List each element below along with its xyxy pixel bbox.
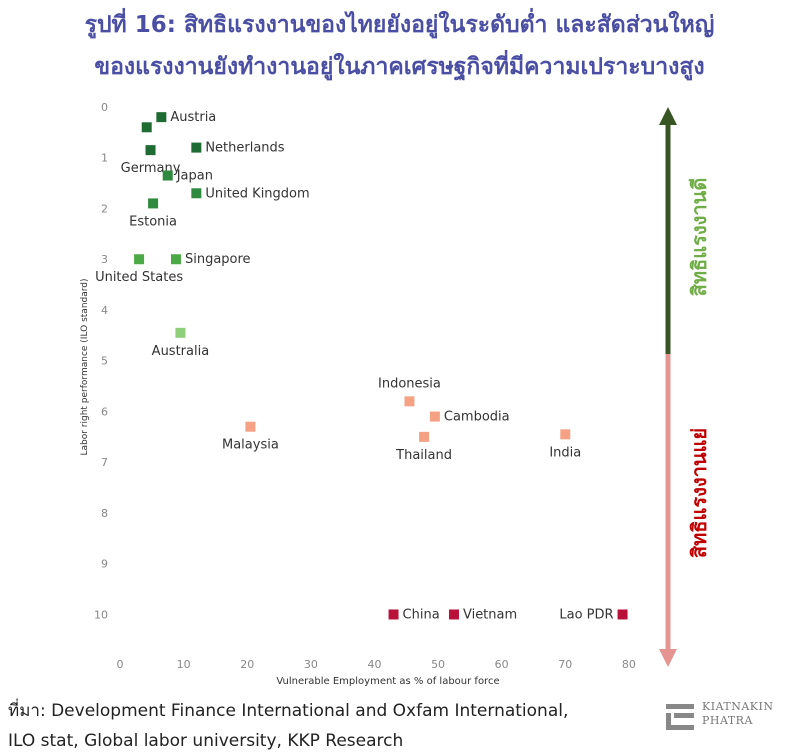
- x-tick-label: 60: [495, 658, 509, 671]
- logo-line-1: KIATNAKIN: [702, 700, 774, 713]
- data-point-label: China: [403, 607, 440, 622]
- data-point: [191, 142, 202, 153]
- bad-arrow-head: [659, 649, 677, 667]
- data-point: [191, 188, 202, 199]
- y-tick-label: 2: [101, 202, 108, 215]
- data-point-label: Vietnam: [463, 607, 517, 622]
- logo-wordmark: KIATNAKIN PHATRA: [702, 700, 774, 728]
- data-point-label: Lao PDR: [559, 607, 613, 622]
- good-side-label: สิทธิแรงงานดี: [687, 178, 711, 297]
- y-tick-label: 7: [101, 456, 108, 469]
- data-point: [175, 327, 186, 338]
- data-point: [419, 431, 430, 442]
- bad-side-label: สิทธิแรงงานแย่: [687, 428, 711, 558]
- logo-icon: [666, 704, 694, 730]
- data-point: [162, 170, 173, 181]
- data-point: [156, 112, 167, 123]
- chart-title-line-1: รูปที่ 16: สิทธิแรงงานของไทยยังอยู่ในระด…: [84, 12, 715, 38]
- y-tick-label: 8: [101, 507, 108, 520]
- x-tick-label: 20: [240, 658, 254, 671]
- data-point: [429, 411, 440, 422]
- data-point: [134, 254, 145, 265]
- data-point-label: Cambodia: [444, 410, 510, 425]
- data-point-label: Netherlands: [205, 141, 284, 156]
- x-tick-label: 10: [177, 658, 191, 671]
- y-tick-label: 5: [101, 355, 108, 368]
- source-line-2: ILO stat, Global labor university, KKP R…: [8, 731, 404, 751]
- x-tick-label: 80: [622, 658, 636, 671]
- source-line-1: ที่มา: Development Finance International…: [8, 701, 569, 721]
- data-point-label: India: [549, 445, 581, 460]
- data-point-label: Malaysia: [222, 438, 279, 453]
- logo-line-2: PHATRA: [702, 714, 753, 727]
- y-axis-label: Labor right performance (ILO standard): [80, 278, 90, 455]
- data-point: [560, 429, 571, 440]
- data-point: [245, 421, 256, 432]
- data-point: [141, 122, 152, 133]
- data-point-label: Australia: [152, 344, 210, 359]
- chart-title-line-2: ของแรงงานยังทำงานอยู่ในภาคเศรษฐกิจที่มีค…: [94, 54, 705, 80]
- plot-area: 0 10 20 30 40 50 60 70 80012345678910AustriaGerm…: [94, 101, 636, 671]
- data-point-label: Estonia: [129, 214, 177, 229]
- x-tick-label: 40: [367, 658, 381, 671]
- kkp-logo: KIATNAKIN PHATRA: [662, 698, 792, 738]
- x-tick-label: 50: [431, 658, 445, 671]
- data-point-label: United States: [95, 270, 183, 285]
- y-tick-label: 6: [101, 405, 108, 418]
- data-point: [448, 609, 459, 620]
- data-point: [145, 145, 156, 156]
- y-tick-label: 9: [101, 558, 108, 571]
- y-tick-label: 3: [101, 253, 108, 266]
- scatter-chart: 0 10 20 30 40 50 60 70 80012345678910AustriaGerm…: [80, 101, 711, 687]
- x-tick-label: 0: [117, 658, 124, 671]
- data-point-label: Austria: [170, 110, 216, 125]
- data-point-label: Thailand: [395, 448, 452, 463]
- data-point-label: Singapore: [185, 252, 251, 267]
- data-point-label: Indonesia: [378, 376, 441, 391]
- y-tick-label: 4: [101, 304, 108, 317]
- x-axis-label: Vulnerable Employment as % of labour for…: [276, 676, 499, 687]
- data-point: [170, 254, 181, 265]
- data-point-label: United Kingdom: [205, 186, 309, 201]
- x-tick-label: 70: [558, 658, 572, 671]
- x-tick-label: 30: [304, 658, 318, 671]
- data-point: [388, 609, 399, 620]
- data-point: [148, 198, 159, 209]
- data-point-label: Japan: [176, 169, 213, 184]
- data-point: [404, 396, 415, 407]
- data-point: [617, 609, 628, 620]
- y-tick-label: 10: [94, 608, 108, 621]
- y-tick-label: 0: [101, 101, 108, 114]
- good-arrow-head: [659, 107, 677, 125]
- y-tick-label: 1: [101, 152, 108, 165]
